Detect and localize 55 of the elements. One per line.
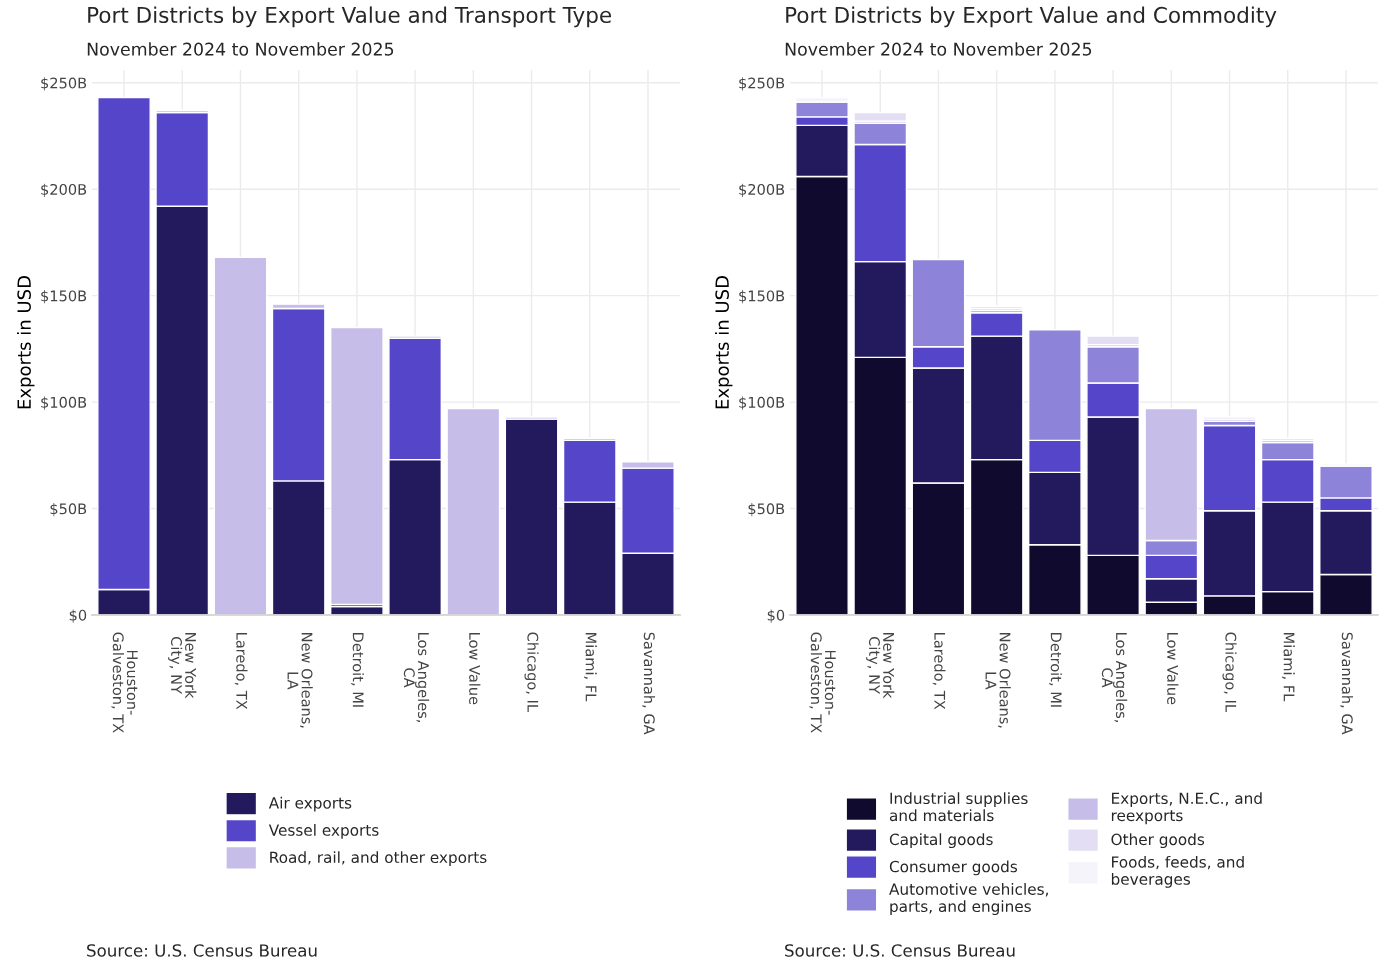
x-tick-label: Miami, FL — [584, 633, 597, 702]
x-tick-label: Laredo, TX — [234, 633, 248, 710]
x-tick-label: Savannah, GA — [642, 632, 656, 735]
y-tick-label: $250B — [41, 77, 87, 91]
legend-label: Automotive vehicles, parts, and engines — [889, 883, 1048, 916]
legend-label: Foods, feeds, and beverages — [1111, 855, 1244, 888]
x-tick-label: New Orleans, LA — [985, 633, 1011, 728]
y-tick-label: $200B — [739, 183, 785, 197]
y-tick-label: $150B — [41, 290, 87, 304]
x-tick-label: Savannah, GA — [1340, 632, 1354, 735]
x-tick-label: Low Value — [469, 633, 481, 705]
legend-label: Exports, N.E.C., and reexports — [1111, 792, 1262, 825]
source-note: Source: U.S. Census Bureau — [87, 944, 317, 957]
x-tick-label: Detroit, MI — [1049, 633, 1062, 707]
source-note: Source: U.S. Census Bureau — [785, 944, 1015, 957]
y-tick-label: $0 — [69, 609, 87, 623]
y-axis-title: Exports in USD — [16, 276, 35, 409]
chart-subtitle: November 2024 to November 2025 — [785, 42, 1092, 56]
x-tick-label: Detroit, MI — [351, 633, 364, 707]
y-axis-title: Exports in USD — [714, 276, 733, 409]
legend-label: Capital goods — [889, 833, 993, 849]
x-tick-label: Miami, FL — [1282, 633, 1295, 702]
legend-label: Industrial supplies and materials — [889, 792, 1028, 822]
y-tick-label: $50B — [748, 503, 785, 517]
bar — [1086, 335, 1141, 346]
x-tick-label: New York City, NY — [168, 633, 197, 699]
x-tick-label: Low Value — [1167, 633, 1179, 705]
chart-title: Port Districts by Export Value and Commodity — [786, 6, 1277, 28]
y-tick-label: $0 — [767, 609, 785, 623]
legend-label: Consumer goods — [889, 860, 1018, 876]
legend-label: Other goods — [1111, 833, 1205, 849]
bar — [213, 256, 268, 615]
y-tick-label: $200B — [41, 183, 87, 197]
legend-label: Vessel exports — [268, 824, 379, 839]
chart-subtitle: November 2024 to November 2025 — [87, 42, 394, 56]
x-tick-label: Chicago, IL — [524, 632, 539, 712]
x-tick-label: New Orleans, LA — [287, 633, 313, 728]
bar — [504, 418, 559, 615]
y-tick-label: $100B — [739, 396, 785, 410]
y-tick-label: $100B — [41, 396, 87, 410]
x-tick-label: Houston- Galveston, TX — [809, 632, 836, 733]
x-tick-label: Los Angeles, CA — [1101, 633, 1128, 722]
legend-label: Road, rail, and other exports — [270, 851, 487, 867]
legend-label: Air exports — [268, 796, 352, 812]
x-tick-label: Houston- Galveston, TX — [111, 632, 138, 733]
x-tick-label: Laredo, TX — [932, 633, 946, 710]
x-tick-label: Los Angeles, CA — [403, 633, 430, 722]
x-tick-label: New York City, NY — [866, 633, 895, 699]
y-tick-label: $150B — [739, 290, 785, 304]
chart-title: Port Districts by Export Value and Transport Type — [88, 6, 612, 28]
y-tick-label: $50B — [50, 503, 87, 517]
bar — [329, 326, 384, 606]
y-tick-label: $250B — [739, 77, 785, 91]
x-tick-label: Chicago, IL — [1222, 632, 1237, 712]
bar — [446, 407, 501, 615]
